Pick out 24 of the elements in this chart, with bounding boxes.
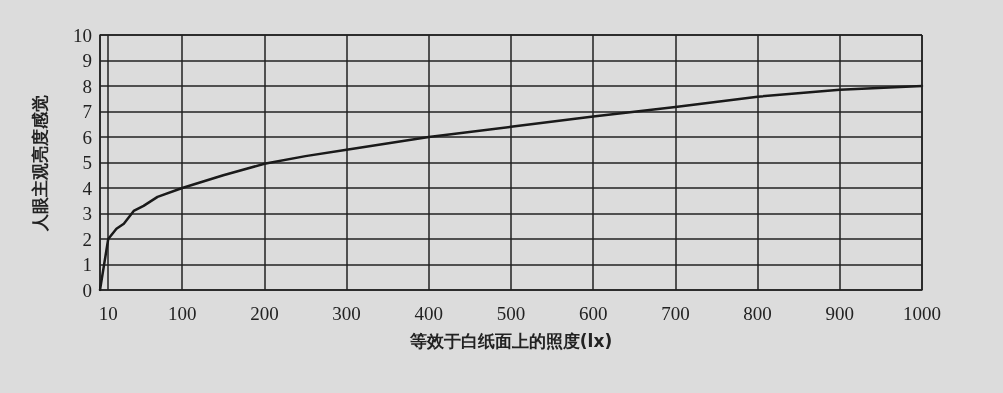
y-tick-label: 2 — [82, 228, 92, 250]
x-tick-label: 500 — [496, 303, 526, 324]
x-tick-label: 700 — [661, 303, 690, 324]
y-tick-label: 3 — [82, 203, 92, 224]
y-tick-label: 10 — [73, 24, 92, 46]
y-tick-label: 0 — [82, 279, 92, 301]
y-tick-label: 9 — [82, 50, 92, 71]
x-axis-title: 等效于白纸面上的照度(lx) — [408, 330, 613, 351]
x-tick-label: 800 — [743, 303, 772, 324]
y-tick-label: 4 — [82, 177, 93, 199]
x-tick-label: 900 — [825, 303, 855, 324]
x-tick-label: 400 — [414, 303, 444, 324]
y-tick-label: 6 — [82, 126, 92, 148]
x-tick-label: 10 — [98, 303, 118, 324]
x-tick-label: 1000 — [903, 303, 941, 324]
x-tick-label: 100 — [167, 303, 197, 324]
y-tick-label: 1 — [82, 254, 92, 275]
x-tick-label: 300 — [332, 303, 361, 324]
y-tick-label: 5 — [82, 152, 92, 173]
x-tick-label: 600 — [578, 303, 608, 324]
y-axis-title: 人眼主观亮度感觉 — [29, 94, 50, 232]
y-tick-label: 7 — [82, 101, 92, 122]
y-tick-label: 8 — [82, 75, 92, 97]
x-tick-label: 200 — [250, 303, 279, 324]
